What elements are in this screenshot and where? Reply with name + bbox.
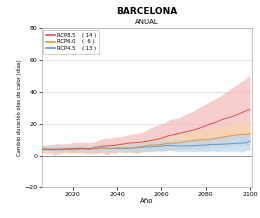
Y-axis label: Cambio duración olas de calor (días): Cambio duración olas de calor (días): [16, 60, 22, 156]
Text: BARCELONA: BARCELONA: [116, 7, 178, 16]
Legend: RCP8.5    ( 14 ), RCP6.0    (  6 ), RCP4.5    ( 13 ): RCP8.5 ( 14 ), RCP6.0 ( 6 ), RCP4.5 ( 13…: [43, 30, 99, 54]
X-axis label: Año: Año: [140, 198, 154, 204]
Text: ANUAL: ANUAL: [135, 19, 159, 25]
